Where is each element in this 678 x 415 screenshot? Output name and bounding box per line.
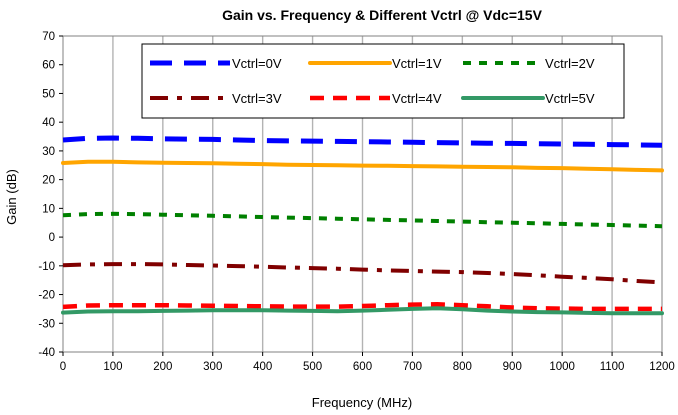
legend-label-2: Vctrl=1V [392, 56, 442, 71]
x-tick-label: 700 [403, 361, 422, 373]
x-tick-label: 0 [60, 361, 66, 373]
series-line-6 [61, 306, 664, 316]
legend-label-6: Vctrl=5V [545, 91, 595, 106]
y-tick-label: 10 [42, 203, 55, 215]
x-axis-label: Frequency (MHz) [312, 395, 412, 410]
legend-label-1: Vctrl=0V [232, 56, 282, 71]
x-tick-label: 1200 [649, 361, 675, 373]
series-line-3 [62, 211, 663, 229]
y-tick-label: 30 [42, 146, 55, 158]
y-tick-label: 50 [42, 88, 55, 100]
plot-area: 0 100 200 300 400 500 600 700 800 900 1000 1100 1200… [38, 31, 674, 373]
y-tick-label: -30 [38, 318, 55, 330]
y-tick-label: 40 [42, 117, 55, 129]
y-tick-label: -40 [38, 347, 55, 359]
chart-title: Gain vs. Frequency & Different Vctrl @ V… [222, 7, 542, 23]
y-tick-label: 70 [42, 31, 55, 43]
x-tick-label: 600 [353, 361, 372, 373]
legend: Vctrl=0V Vctrl=1V Vctrl=2V Vctrl=3V Vctrl=4V… [141, 43, 625, 119]
y-tick-label: 0 [49, 232, 55, 244]
legend-label-5: Vctrl=4V [392, 91, 442, 106]
legend-box [141, 43, 625, 119]
x-tick-label: 200 [153, 361, 172, 373]
y-axis-label: Gain (dB) [4, 169, 19, 225]
series-line-5 [62, 302, 662, 312]
x-tick-label: 300 [203, 361, 222, 373]
series-line-4 [62, 262, 663, 285]
x-tick-label: 100 [103, 361, 122, 373]
y-tick-label: 60 [42, 60, 55, 72]
x-tick-label: 500 [303, 361, 322, 373]
x-tick-label: 1100 [600, 361, 625, 373]
legend-label-3: Vctrl=2V [545, 56, 595, 71]
x-tick-label: 400 [253, 361, 272, 373]
series-line-2 [61, 159, 664, 173]
legend-label-4: Vctrl=3V [232, 91, 282, 106]
y-tick-label: -20 [38, 290, 55, 302]
y-tick-label: 20 [42, 175, 55, 187]
x-tick-label: 1000 [549, 361, 575, 373]
x-tick-label: 900 [503, 361, 522, 373]
x-tick-label: 800 [453, 361, 472, 373]
y-tick-label: -10 [38, 261, 55, 273]
